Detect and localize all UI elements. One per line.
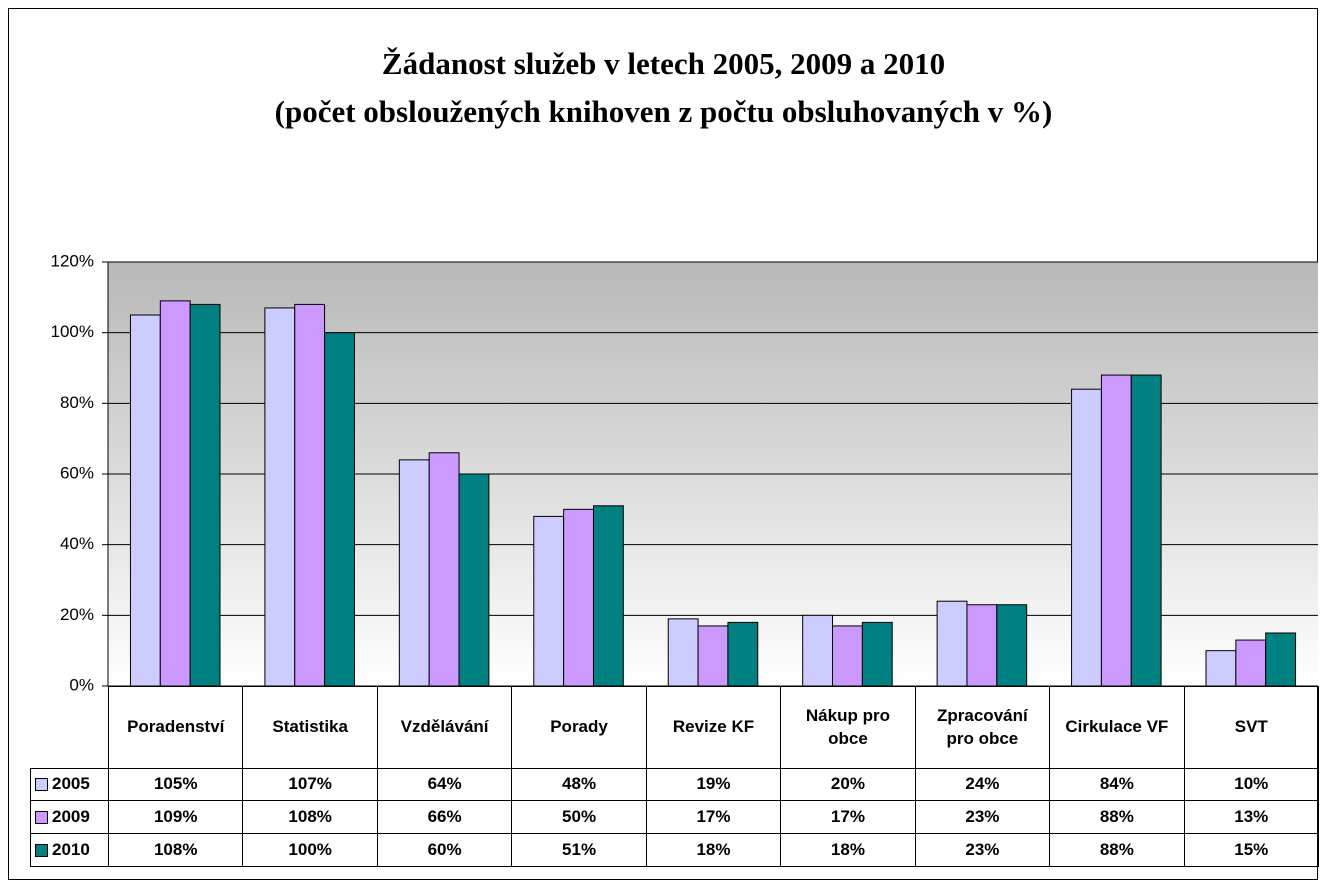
bar [1100,374,1132,687]
bar [667,618,699,687]
bar [129,314,161,687]
bar [936,600,968,687]
legend-label: 2010 [52,839,90,859]
legend-cell: 2010 [30,833,109,867]
bar [159,300,191,687]
bar [1130,374,1162,687]
bar [1265,632,1297,687]
value-cell: 15% [1183,833,1319,867]
value-cell: 60% [376,833,513,867]
y-tick-label: 120% [51,251,94,270]
bar [428,452,460,687]
bar [996,604,1028,687]
bar [966,604,998,687]
bar [533,515,565,687]
bar [264,307,296,687]
value-cell: 51% [511,833,647,867]
bar [1205,650,1237,687]
value-cell: 64% [376,768,513,801]
category-cell: Revize KF [645,686,782,769]
value-cell: 48% [511,768,647,801]
category-cell: SVT [1183,686,1319,769]
value-cell: 108% [108,833,244,867]
value-cell: 23% [914,800,1051,834]
legend-cell: 2009 [30,800,109,834]
y-tick-label: 20% [60,605,94,624]
bar [1235,639,1267,687]
value-cell: 100% [242,833,378,867]
bar [832,625,863,687]
chart-subtitle: (počet obsloužených knihoven z počtu obs… [274,94,1053,129]
value-cell: 17% [780,800,916,834]
legend-label: 2005 [52,774,90,794]
legend-cell: 2005 [30,768,109,801]
bar [592,505,624,687]
category-cell: Porady [511,686,647,769]
bar [697,625,729,687]
y-tick-label: 0% [69,675,94,694]
value-cell: 18% [780,833,916,867]
legend-key [35,843,48,857]
value-cell: 109% [108,800,244,834]
value-cell: 23% [914,833,1051,867]
bar [861,621,893,687]
bar [398,459,430,687]
value-cell: 19% [645,768,782,801]
value-cell: 88% [1049,833,1185,867]
category-cell: Zpracování pro obce [914,686,1051,769]
value-cell: 88% [1049,800,1185,834]
legend-label: 2009 [52,806,90,826]
category-cell: Poradenství [108,686,244,769]
bar [727,621,759,687]
value-cell: 108% [242,800,378,834]
value-cell: 50% [511,800,647,834]
value-cell: 20% [780,768,916,801]
bar [324,332,355,687]
y-tick-label: 100% [51,322,94,341]
chart-title: Žádanost služeb v letech 2005, 2009 a 20… [381,46,946,81]
value-cell: 18% [645,833,782,867]
legend-key [35,778,48,791]
y-tick-label: 60% [60,463,94,482]
bar [458,473,490,687]
value-cell: 107% [242,768,378,801]
value-cell: 66% [376,800,513,834]
bar [802,614,834,687]
y-tick-label: 80% [60,393,94,412]
value-cell: 10% [1183,768,1319,801]
value-cell: 84% [1049,768,1185,801]
category-cell: Statistika [242,686,378,769]
category-cell: Cirkulace VF [1049,686,1185,769]
value-cell: 17% [645,800,782,834]
value-cell: 24% [914,768,1051,801]
bar [189,303,221,687]
bar [563,508,594,687]
value-cell: 13% [1183,800,1319,834]
y-tick-label: 40% [60,534,94,553]
value-cell: 105% [108,768,244,801]
category-cell: Nákup pro obce [780,686,916,769]
bar [294,303,326,687]
legend-key [35,810,48,824]
bar [1071,388,1102,687]
category-cell: Vzdělávání [376,686,513,769]
